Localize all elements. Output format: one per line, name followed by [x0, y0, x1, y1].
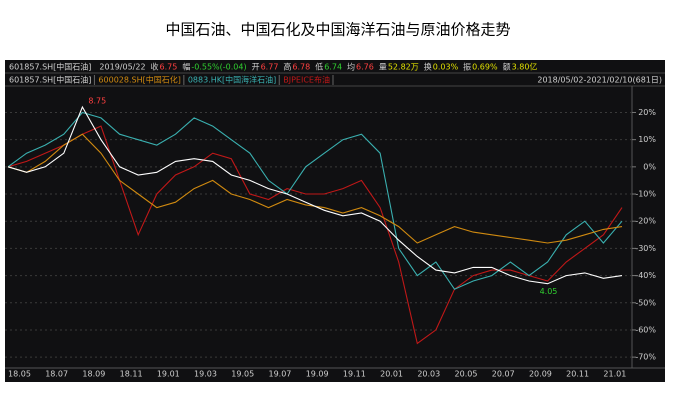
y-tick-label: -30%	[635, 244, 656, 253]
info-label: 幅	[182, 62, 190, 72]
info-value: 0.03%	[433, 63, 459, 72]
info-label: 601857.SH[中国石油]	[9, 62, 91, 72]
info-value: 6.77	[261, 63, 279, 72]
info-value: 6.74	[324, 63, 342, 72]
info-label: 高	[283, 62, 291, 72]
x-tick-label: 19.03	[194, 370, 217, 379]
y-tick-label: -50%	[635, 298, 656, 307]
y-tick-label: 0%	[643, 162, 656, 171]
info-value: 2019/05/22	[99, 63, 145, 72]
info-value: 52.82万	[388, 63, 419, 72]
x-tick-label: 20.03	[417, 370, 440, 379]
x-tick-label: 19.09	[306, 370, 329, 379]
info-value: -0.55%(-0.04)	[191, 63, 246, 72]
series-line	[7, 111, 623, 290]
x-tick-label: 20.05	[455, 370, 478, 379]
y-tick-label: 20%	[638, 108, 656, 117]
period: 2018/05/02-2021/02/10(681日)	[537, 76, 662, 85]
legend-entry: BJPEICE布油	[283, 75, 330, 85]
x-tick-label: 19.11	[343, 370, 366, 379]
info-label: 收	[151, 62, 159, 72]
chart-title: 中国石油、中国石化及中国海洋石油与原油价格走势	[165, 21, 510, 39]
info-value: 0.69%	[472, 63, 498, 72]
x-tick-label: 18.09	[82, 370, 105, 379]
info-label: 均	[347, 62, 355, 72]
info-label: 低	[315, 62, 323, 72]
info-label: 换	[424, 62, 432, 72]
annotation: 4.05	[540, 287, 558, 296]
x-tick-label: 18.07	[45, 370, 68, 379]
x-tick-label: 21.01	[603, 370, 626, 379]
x-tick-label: 20.09	[529, 370, 552, 379]
legend-entry: 600028.SH[中国石化]	[98, 75, 180, 85]
x-tick-label: 20.07	[492, 370, 515, 379]
info-label: 开	[252, 63, 260, 72]
x-tick-label: 20.01	[380, 370, 403, 379]
info-value: 6.78	[292, 63, 310, 72]
info-value: 6.75	[160, 63, 178, 72]
x-tick-label: 20.11	[566, 370, 589, 379]
annotation: 8.75	[88, 97, 106, 106]
y-tick-label: -10%	[635, 190, 656, 199]
info-label: 量	[379, 63, 387, 72]
legend-entry: 0883.HK[中国海洋石油]	[188, 75, 276, 85]
info-label: 额	[503, 62, 511, 72]
legend-entry: 601857.SH[中国石油]	[9, 75, 91, 85]
y-tick-label: -20%	[635, 217, 656, 226]
x-tick-label: 19.07	[268, 370, 291, 379]
x-tick-label: 19.01	[157, 370, 180, 379]
series-line	[7, 105, 623, 285]
info-label: 振	[463, 62, 471, 72]
x-tick-label: 18.11	[120, 370, 143, 379]
y-tick-label: -60%	[635, 325, 656, 334]
x-tick-label: 18.05	[8, 370, 31, 379]
y-tick-label: -70%	[635, 353, 656, 362]
info-value: 3.80亿	[512, 62, 538, 72]
info-value: 6.76	[356, 63, 374, 72]
y-tick-label: 10%	[638, 135, 656, 144]
y-tick-label: -40%	[635, 271, 656, 280]
x-tick-label: 19.05	[231, 370, 254, 379]
